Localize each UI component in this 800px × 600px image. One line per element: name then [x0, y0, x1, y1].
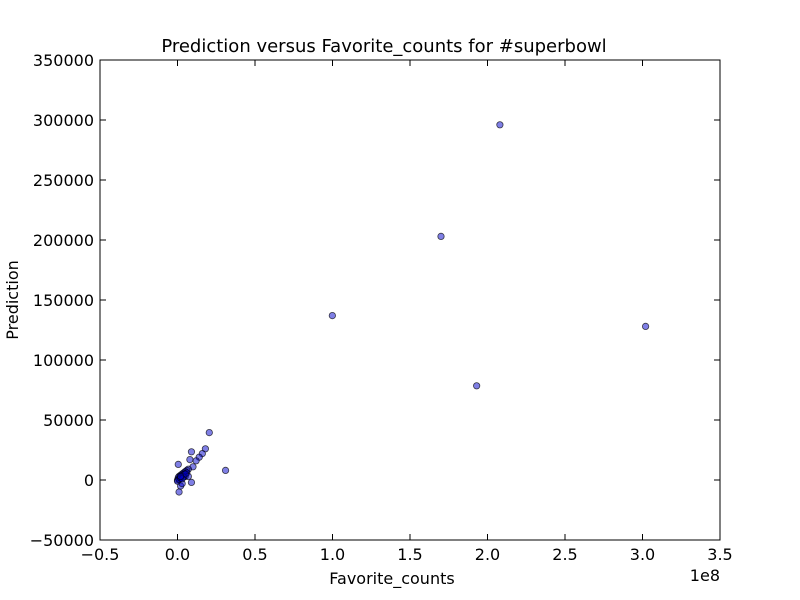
y-axis-label: Prediction: [3, 260, 22, 339]
x-tick-label: 2.5: [552, 545, 577, 564]
data-point: [641, 322, 650, 330]
y-tick-label: −50000: [30, 531, 94, 550]
data-point: [221, 466, 230, 474]
y-tick-label: 150000: [33, 291, 94, 310]
y-tick-label: 300000: [33, 111, 94, 130]
x-tick-label: 0.0: [165, 545, 190, 564]
x-tick-label: −0.5: [81, 545, 120, 564]
data-point: [205, 428, 213, 437]
data-point: [177, 472, 185, 480]
data-point: [328, 311, 336, 320]
y-tick-label: 200000: [33, 231, 94, 250]
y-axis-ticks: −50000 0 50000 100000 150000 200000 250000 3000…: [30, 51, 720, 550]
data-points: [173, 121, 650, 496]
x-tick-label: 2.0: [475, 545, 500, 564]
y-tick-label: 250000: [33, 171, 94, 190]
x-tick-label: 0.5: [242, 545, 267, 564]
x-axis-ticks: −0.5 0.0 0.5 1.0 1.5 2.0 2.5 3.0 3.5: [81, 60, 733, 564]
y-tick-label: 350000: [33, 51, 94, 70]
data-point: [174, 460, 182, 468]
data-point: [187, 478, 196, 486]
x-tick-label: 3.0: [630, 545, 655, 564]
chart-title: Prediction versus Favorite_counts for #s…: [161, 36, 606, 57]
data-point: [186, 455, 194, 464]
data-point: [496, 121, 504, 129]
data-point: [187, 448, 196, 456]
data-point: [192, 457, 200, 465]
x-tick-label: 3.5: [707, 545, 732, 564]
x-axis-offset-label: 1e8: [690, 566, 720, 585]
x-tick-label: 1.0: [320, 545, 345, 564]
data-point: [437, 232, 445, 240]
y-tick-label: 100000: [33, 351, 94, 370]
x-tick-label: 1.5: [397, 545, 422, 564]
data-point: [473, 382, 481, 390]
x-axis-label: Favorite_counts: [329, 569, 454, 589]
y-tick-label: 0: [84, 471, 94, 490]
data-point: [175, 488, 183, 496]
y-tick-label: 50000: [43, 411, 94, 430]
